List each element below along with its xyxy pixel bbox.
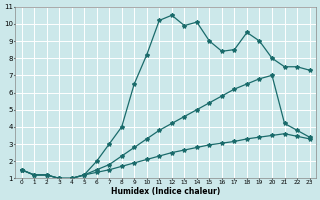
X-axis label: Humidex (Indice chaleur): Humidex (Indice chaleur)	[111, 187, 220, 196]
